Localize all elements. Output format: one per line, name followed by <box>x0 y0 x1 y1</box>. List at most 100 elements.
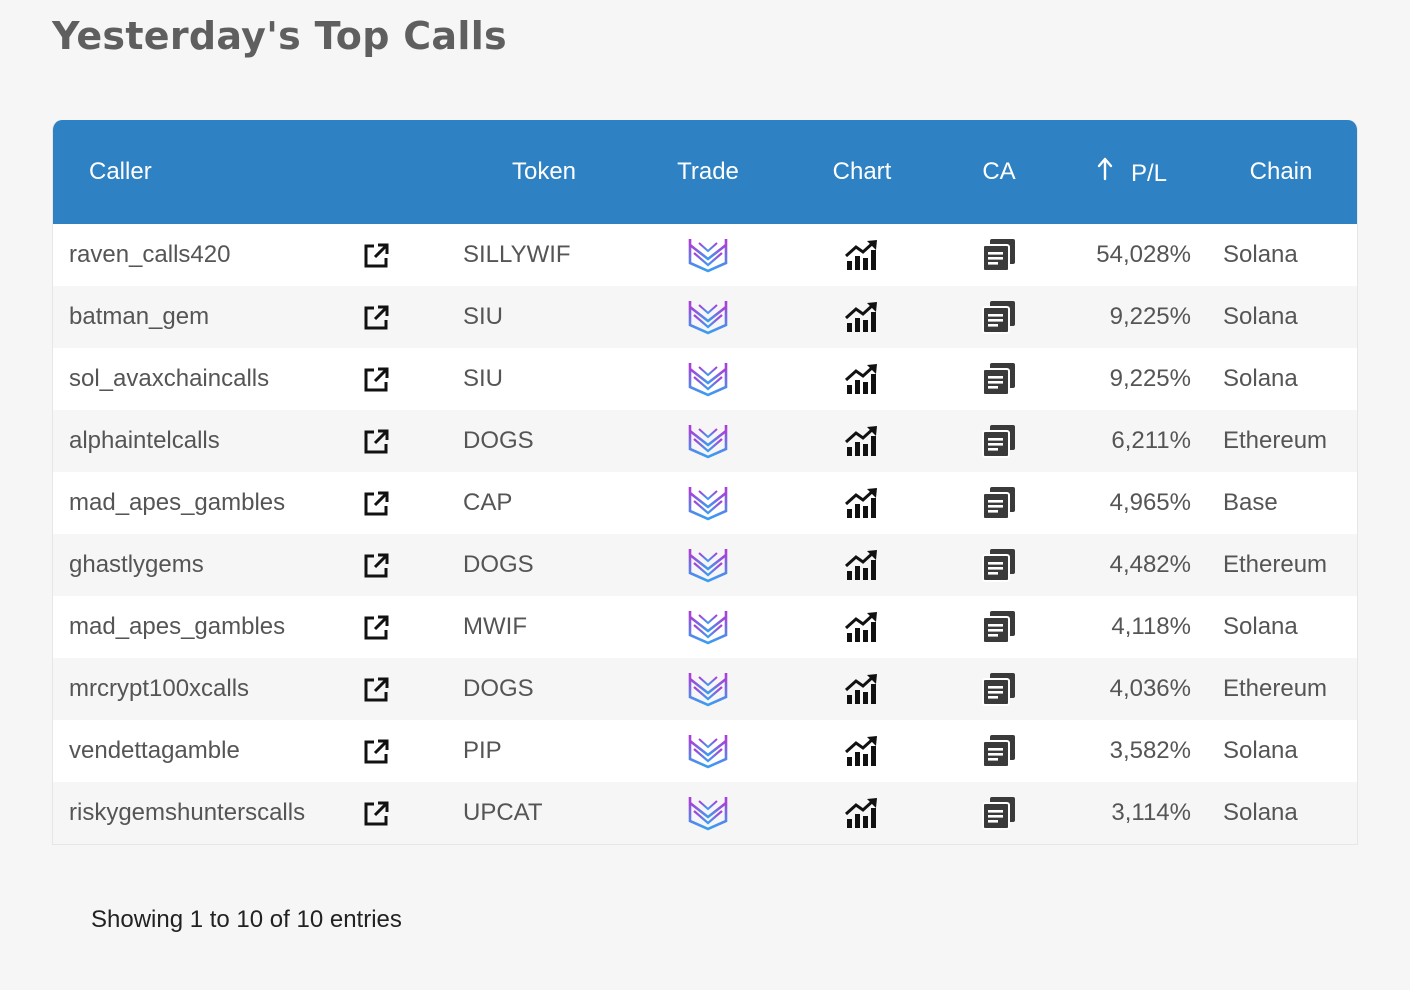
external-link-icon[interactable] <box>363 305 389 331</box>
chain-name: Solana <box>1223 737 1298 764</box>
table-header-row: Caller Token Trade Chart CA P/L Chain <box>53 120 1357 224</box>
external-link-icon[interactable] <box>363 677 389 703</box>
chain-name: Ethereum <box>1223 675 1328 702</box>
copy-icon[interactable] <box>982 300 1016 334</box>
trade-logo-icon[interactable] <box>688 795 728 831</box>
header-token[interactable]: Token <box>511 158 577 185</box>
chain-name: Solana <box>1223 365 1298 392</box>
external-link-icon[interactable] <box>363 739 389 765</box>
chain-name: Ethereum <box>1223 427 1328 454</box>
header-pl[interactable]: P/L <box>1061 120 1203 224</box>
caller-name[interactable]: sol_avaxchaincalls <box>69 365 270 392</box>
token-symbol: DOGS <box>463 427 534 454</box>
pl-value: 6,211% <box>1111 427 1191 454</box>
copy-icon[interactable] <box>982 734 1016 768</box>
trade-logo-icon[interactable] <box>688 361 728 397</box>
trade-logo-icon[interactable] <box>688 671 728 707</box>
token-symbol: SILLYWIF <box>463 241 571 268</box>
token-symbol: DOGS <box>463 675 534 702</box>
trade-logo-icon[interactable] <box>688 609 728 645</box>
token-symbol: DOGS <box>463 551 534 578</box>
chart-trend-icon[interactable] <box>844 735 879 767</box>
copy-icon[interactable] <box>982 672 1016 706</box>
external-link-icon[interactable] <box>363 429 389 455</box>
table-row: batman_gem SIU <box>53 286 1357 348</box>
copy-icon[interactable] <box>982 796 1016 830</box>
pl-value: 3,582% <box>1109 737 1191 764</box>
copy-icon[interactable] <box>982 362 1016 396</box>
chart-trend-icon[interactable] <box>844 673 879 705</box>
trade-logo-icon[interactable] <box>688 733 728 769</box>
chain-name: Base <box>1223 489 1278 516</box>
caller-name[interactable]: mad_apes_gambles <box>69 489 286 516</box>
chart-trend-icon[interactable] <box>844 487 879 519</box>
chain-name: Solana <box>1223 241 1298 268</box>
table-row: raven_calls420 SILLYWIF <box>53 224 1357 286</box>
table-row: mad_apes_gambles CAP <box>53 472 1357 534</box>
header-chain[interactable]: Chain <box>1249 158 1313 185</box>
token-symbol: PIP <box>463 737 502 764</box>
caller-name[interactable]: alphaintelcalls <box>69 427 220 454</box>
table-info: Showing 1 to 10 of 10 entries <box>91 906 402 933</box>
caller-name[interactable]: ghastlygems <box>69 551 204 578</box>
header-caller[interactable]: Caller <box>89 158 152 185</box>
trade-logo-icon[interactable] <box>688 423 728 459</box>
trade-logo-icon[interactable] <box>688 547 728 583</box>
header-link <box>363 120 459 224</box>
chain-name: Ethereum <box>1223 551 1328 578</box>
top-calls-table: Caller Token Trade Chart CA P/L Chain ra… <box>52 120 1358 845</box>
chain-name: Solana <box>1223 799 1298 826</box>
header-chart[interactable]: Chart <box>832 158 892 185</box>
caller-name[interactable]: riskygemshunterscalls <box>69 799 306 826</box>
external-link-icon[interactable] <box>363 367 389 393</box>
chart-trend-icon[interactable] <box>844 301 879 333</box>
chain-name: Solana <box>1223 613 1298 640</box>
chart-trend-icon[interactable] <box>844 363 879 395</box>
copy-icon[interactable] <box>982 610 1016 644</box>
token-symbol: SIU <box>463 365 504 392</box>
external-link-icon[interactable] <box>363 615 389 641</box>
caller-name[interactable]: vendettagamble <box>69 737 240 764</box>
page-title: Yesterday's Top Calls <box>52 14 507 58</box>
trade-logo-icon[interactable] <box>688 485 728 521</box>
caller-name[interactable]: mrcrypt100xcalls <box>69 675 250 702</box>
trade-logo-icon[interactable] <box>688 299 728 335</box>
copy-icon[interactable] <box>982 238 1016 272</box>
pl-value: 9,225% <box>1109 303 1191 330</box>
pl-value: 9,225% <box>1109 365 1191 392</box>
chart-trend-icon[interactable] <box>844 239 879 271</box>
copy-icon[interactable] <box>982 548 1016 582</box>
table-row: ghastlygems DOGS <box>53 534 1357 596</box>
table-body: raven_calls420 SILLYWIF <box>53 224 1357 844</box>
arrow-up-icon[interactable] <box>1097 157 1113 188</box>
caller-name[interactable]: mad_apes_gambles <box>69 613 286 640</box>
copy-icon[interactable] <box>982 424 1016 458</box>
chain-name: Solana <box>1223 303 1298 330</box>
table-row: vendettagamble PIP <box>53 720 1357 782</box>
external-link-icon[interactable] <box>363 243 389 269</box>
trade-logo-icon[interactable] <box>688 237 728 273</box>
chart-trend-icon[interactable] <box>844 797 879 829</box>
external-link-icon[interactable] <box>363 801 389 827</box>
pl-value: 3,114% <box>1111 799 1191 826</box>
table-row: riskygemshunterscalls UPCAT <box>53 782 1357 844</box>
caller-name[interactable]: batman_gem <box>69 303 210 330</box>
chart-trend-icon[interactable] <box>844 549 879 581</box>
header-ca[interactable]: CA <box>982 158 1016 185</box>
copy-icon[interactable] <box>982 486 1016 520</box>
pl-value: 54,028% <box>1096 241 1191 268</box>
external-link-icon[interactable] <box>363 553 389 579</box>
table-row: alphaintelcalls DOGS <box>53 410 1357 472</box>
token-symbol: UPCAT <box>463 799 543 826</box>
pl-value: 4,482% <box>1109 551 1191 578</box>
token-symbol: SIU <box>463 303 504 330</box>
header-trade[interactable]: Trade <box>677 158 739 185</box>
chart-trend-icon[interactable] <box>844 425 879 457</box>
pl-value: 4,036% <box>1109 675 1191 702</box>
caller-name[interactable]: raven_calls420 <box>69 241 231 268</box>
chart-trend-icon[interactable] <box>844 611 879 643</box>
pl-value: 4,965% <box>1109 489 1191 516</box>
header-pl-label: P/L <box>1130 159 1168 187</box>
table-row: sol_avaxchaincalls SIU <box>53 348 1357 410</box>
external-link-icon[interactable] <box>363 491 389 517</box>
